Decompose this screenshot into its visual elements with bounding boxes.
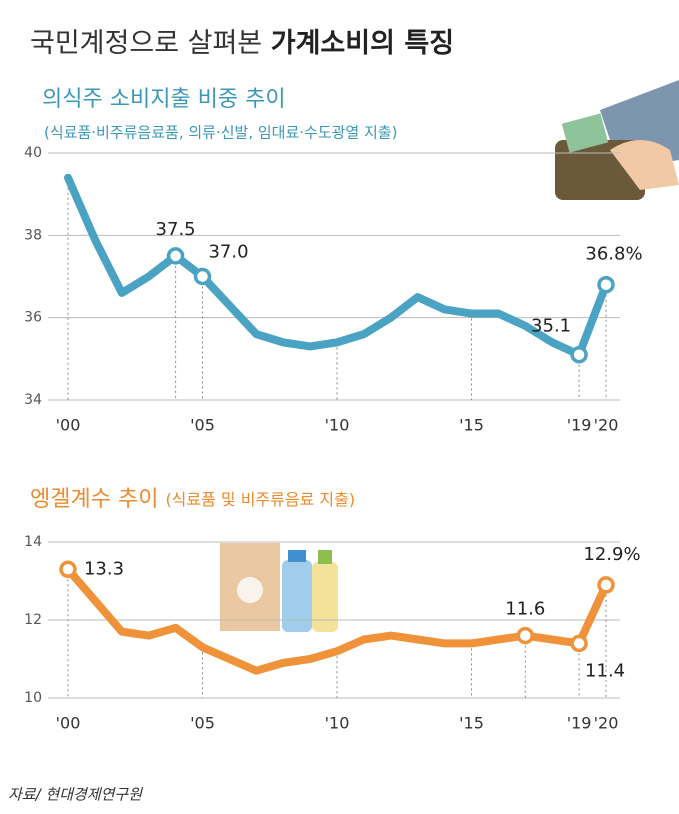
- source: 자료/ 현대경제연구원: [8, 786, 143, 804]
- point-marker: [597, 275, 615, 294]
- title: 국민계정으로 살펴본 가계소비의 특징: [30, 28, 454, 59]
- chart-title: 엥겔계수 추이: [30, 487, 158, 512]
- chart-title: 의식주 소비지출 비중 추이: [42, 87, 286, 112]
- value-label: 11.6: [505, 599, 545, 620]
- chart-title: 엥겔계수 추이 (식료품 및 비주류음료 지출): [30, 487, 355, 512]
- chart-subtitle: (식료품 및 비주류음료 지출): [165, 490, 355, 509]
- point-marker: [166, 247, 185, 265]
- y-tick-label: 38: [24, 227, 42, 243]
- x-tick-label: '19: [567, 714, 592, 733]
- wallet-illustration: [555, 80, 679, 200]
- value-label: 37.5: [156, 219, 196, 240]
- chart-subtitle: (식료품·비주류음료품, 의류·신발, 임대료·수도광열 지출): [44, 124, 397, 142]
- value-label: 36.8%: [585, 244, 642, 265]
- value-label: 37.0: [208, 242, 248, 263]
- x-tick-label: '10: [325, 714, 350, 733]
- groceries-illustration: [220, 543, 338, 632]
- y-tick-label: 36: [24, 310, 42, 326]
- x-tick-label: '15: [459, 416, 484, 435]
- value-label: 12.9%: [583, 544, 640, 565]
- data-line: [64, 565, 610, 675]
- title-prefix: 국민계정으로 살펴본: [30, 28, 262, 59]
- point-marker: [570, 634, 588, 653]
- x-tick-label: '00: [56, 416, 81, 435]
- point-marker: [59, 560, 77, 579]
- y-tick-label: 12: [24, 612, 42, 628]
- value-label: 35.1: [531, 316, 571, 337]
- y-tick-label: 34: [24, 392, 42, 408]
- x-tick-label: '00: [56, 714, 81, 733]
- x-tick-label: '05: [190, 714, 215, 733]
- x-tick-label: '19: [567, 416, 592, 435]
- point-marker: [597, 576, 615, 594]
- data-line: [64, 173, 610, 359]
- point-marker: [193, 267, 212, 286]
- title-bold: 가계소비의 특징: [271, 28, 454, 59]
- point-marker: [570, 345, 588, 364]
- value-label: 13.3: [84, 558, 124, 579]
- value-label: 11.4: [585, 660, 625, 681]
- x-tick-label: '05: [190, 416, 215, 435]
- y-tick-label: 14: [24, 534, 42, 550]
- x-tick-label: '10: [325, 416, 350, 435]
- x-tick-label: '20: [594, 714, 619, 733]
- x-tick-label: '15: [459, 714, 484, 733]
- x-tick-label: '20: [594, 416, 619, 435]
- y-tick-label: 10: [24, 690, 42, 706]
- point-marker: [516, 626, 535, 645]
- y-tick-label: 40: [24, 145, 42, 161]
